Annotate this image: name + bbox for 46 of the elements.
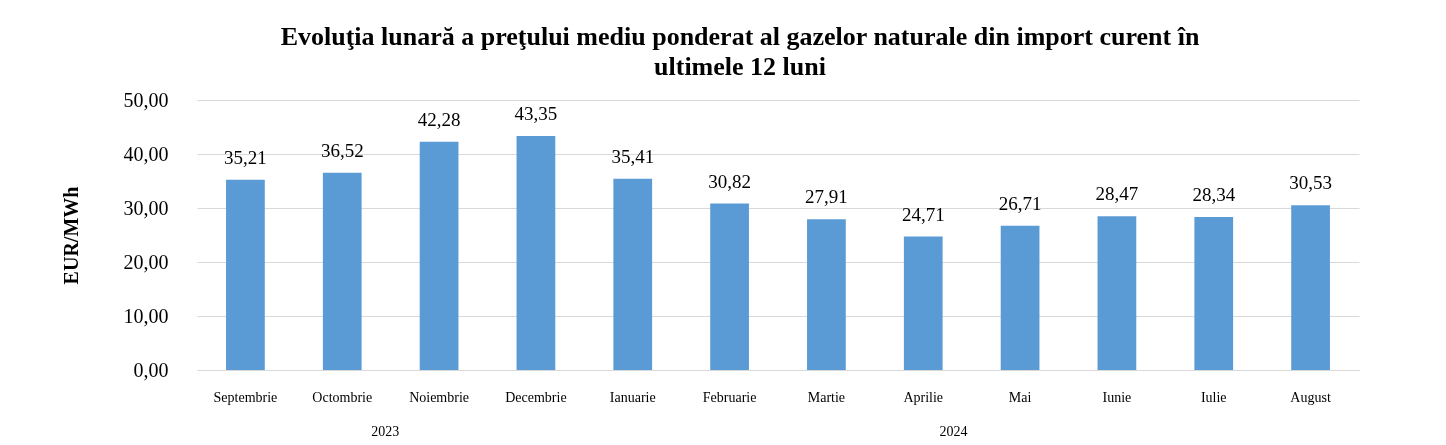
x-tick-label: Decembrie xyxy=(505,389,567,405)
data-label: 27,91 xyxy=(805,186,848,208)
text: 2024 xyxy=(939,424,968,439)
x-tick-label: Noiembrie xyxy=(409,389,470,405)
x-tick-label: Septembrie xyxy=(213,389,278,405)
bar xyxy=(322,172,362,370)
y-tick-label: 50,00 xyxy=(123,88,169,111)
bar xyxy=(1194,216,1234,370)
x-tick-label: Iulie xyxy=(1200,389,1227,405)
x-tick-label: Februarie xyxy=(702,389,757,405)
bar xyxy=(516,135,556,370)
x-tick-label: Octombrie xyxy=(312,389,373,405)
bar xyxy=(226,179,265,370)
bar xyxy=(1097,216,1137,370)
bar xyxy=(807,219,846,370)
y-tick-label: 40,00 xyxy=(123,142,169,165)
text: 2023 xyxy=(371,424,400,439)
x-tick-label: August xyxy=(1290,389,1331,405)
bar xyxy=(1000,225,1040,370)
data-label: 43,35 xyxy=(514,102,558,124)
y-tick-label: 10,00 xyxy=(123,304,169,327)
x-tick-label: Aprilie xyxy=(903,389,944,405)
chart-title: Evoluţia lunară a preţului mediu ponderat al gazelor naturale din import curent în ultimele 12 luni xyxy=(280,22,1200,81)
bar xyxy=(903,236,943,370)
data-label: 42,28 xyxy=(417,108,461,130)
x-tick-label: Iunie xyxy=(1102,389,1132,405)
bar xyxy=(419,141,459,370)
x-tick-label: Martie xyxy=(807,389,846,405)
data-label: 28,34 xyxy=(1192,183,1236,205)
data-label: 30,53 xyxy=(1289,172,1332,194)
y-tick-label: 30,00 xyxy=(123,196,169,219)
data-label: 30,82 xyxy=(708,170,751,192)
x-tick-label: Ianuarie xyxy=(609,389,656,405)
y-axis-title: EUR/MWh xyxy=(59,186,82,285)
data-label: 36,52 xyxy=(320,139,364,161)
data-label: 35,41 xyxy=(611,145,655,167)
bar xyxy=(1291,205,1330,370)
data-label: 24,71 xyxy=(901,203,945,225)
x-tick-label: Mai xyxy=(1008,389,1032,405)
y-tick-label: 0,00 xyxy=(133,358,169,381)
y-tick-label: 20,00 xyxy=(123,250,169,273)
data-label: 35,21 xyxy=(224,146,267,168)
data-label: 26,71 xyxy=(998,192,1042,214)
bar xyxy=(710,203,749,370)
data-label: 28,47 xyxy=(1095,183,1139,205)
bar xyxy=(613,178,653,370)
